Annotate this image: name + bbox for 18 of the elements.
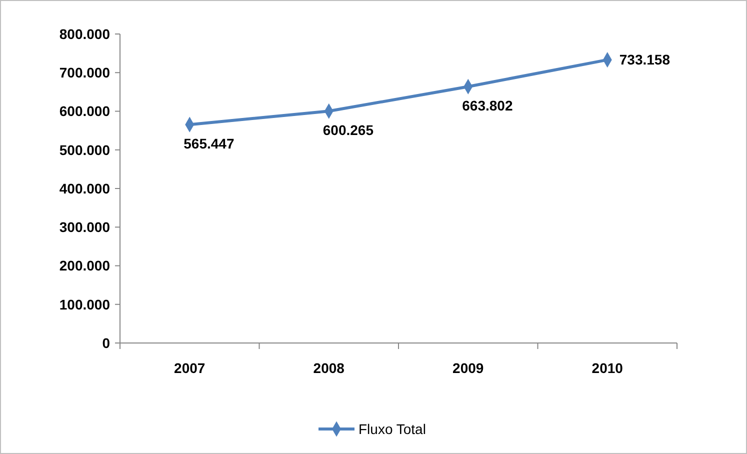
text: 600.265 (322, 122, 374, 138)
text: 733.158 (619, 52, 670, 68)
x-tick-label: 2010 (592, 360, 624, 376)
y-tick-label: 300.000 (59, 219, 110, 236)
y-tick-label: 700.000 (59, 64, 110, 81)
x-tick-label: 2007 (174, 360, 206, 376)
y-tick-label: 600.000 (59, 103, 110, 120)
y-tick-label: 500.000 (59, 142, 110, 158)
legend-label: Fluxo Total (358, 420, 426, 437)
y-tick-label: 800.000 (59, 26, 110, 42)
text: 565.447 (184, 136, 234, 152)
y-tick-label: 0 (102, 334, 110, 351)
text: 663.802 (462, 98, 513, 114)
x-tick-label: 2008 (313, 360, 345, 376)
x-tick-label: 2009 (452, 360, 484, 376)
y-tick-label: 200.000 (59, 258, 110, 274)
y-tick-label: 100.000 (59, 296, 110, 312)
y-tick-label: 400.000 (59, 180, 110, 196)
